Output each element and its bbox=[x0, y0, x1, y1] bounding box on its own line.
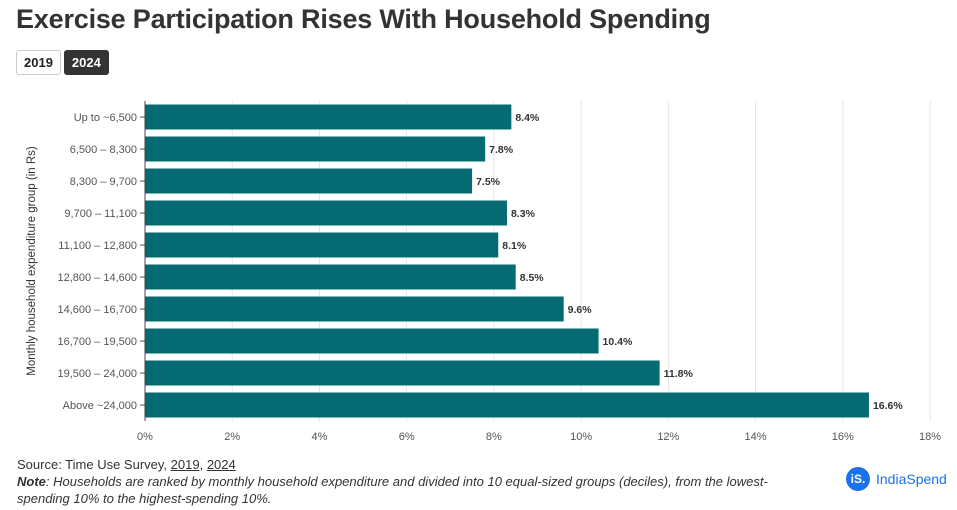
logo-mark-icon: iS. bbox=[846, 467, 870, 491]
data-label: 8.3% bbox=[511, 208, 536, 220]
x-tick-label: 8% bbox=[486, 431, 502, 443]
note-text: : Households are ranked by monthly house… bbox=[17, 474, 768, 506]
y-tick-label: 11,100 – 12,800 bbox=[58, 240, 137, 252]
y-tick-label: Up to ~6,500 bbox=[74, 112, 137, 124]
bar bbox=[145, 328, 599, 354]
page-title: Exercise Participation Rises With Househ… bbox=[16, 4, 711, 34]
bar bbox=[145, 168, 473, 194]
bar bbox=[145, 104, 512, 130]
y-tick-label: 14,600 – 16,700 bbox=[57, 304, 137, 316]
bar bbox=[145, 264, 516, 290]
indiaspend-logo[interactable]: iS. IndiaSpend bbox=[846, 467, 947, 491]
source-sep: , bbox=[199, 457, 207, 472]
x-tick-label: 0% bbox=[137, 431, 153, 443]
y-tick-label: 9,700 – 11,100 bbox=[64, 208, 137, 220]
data-label: 9.6% bbox=[568, 304, 593, 316]
bar bbox=[145, 200, 507, 226]
bar bbox=[145, 360, 660, 386]
y-tick-label: 8,300 – 9,700 bbox=[70, 176, 137, 188]
data-label: 8.1% bbox=[502, 240, 527, 252]
data-label: 7.8% bbox=[489, 144, 514, 156]
x-tick-label: 16% bbox=[832, 431, 854, 443]
footer: Source: Time Use Survey, 2019, 2024 Note… bbox=[17, 456, 817, 507]
year-toggle: 2019 2024 bbox=[16, 50, 109, 75]
y-tick-label: 19,500 – 24,000 bbox=[57, 368, 137, 380]
source-line: Source: Time Use Survey, 2019, 2024 bbox=[17, 456, 817, 473]
y-tick-label: 6,500 – 8,300 bbox=[70, 144, 137, 156]
note-label: Note bbox=[17, 474, 46, 489]
y-tick-label: 16,700 – 19,500 bbox=[57, 336, 137, 348]
bar bbox=[145, 392, 869, 418]
x-tick-label: 6% bbox=[399, 431, 415, 443]
year-2019-button[interactable]: 2019 bbox=[16, 50, 61, 75]
y-tick-label: Above ~24,000 bbox=[63, 400, 137, 412]
data-label: 10.4% bbox=[603, 336, 633, 348]
bar bbox=[145, 136, 486, 162]
data-label: 11.8% bbox=[664, 368, 694, 380]
x-tick-label: 12% bbox=[657, 431, 679, 443]
x-tick-label: 4% bbox=[311, 431, 327, 443]
data-label: 8.4% bbox=[515, 112, 540, 124]
source-text: Source: Time Use Survey, bbox=[17, 457, 171, 472]
data-label: 16.6% bbox=[873, 400, 903, 412]
x-tick-label: 2% bbox=[224, 431, 240, 443]
logo-name: IndiaSpend bbox=[876, 471, 947, 487]
source-link-2024[interactable]: 2024 bbox=[206, 457, 236, 472]
data-label: 8.5% bbox=[520, 272, 545, 284]
bar bbox=[145, 232, 499, 258]
x-tick-label: 10% bbox=[570, 431, 592, 443]
x-tick-label: 18% bbox=[919, 431, 941, 443]
x-tick-label: 14% bbox=[745, 431, 767, 443]
bar-chart: 0% 2% 4% 6% 8% 10% 12% 14% 16% 18% Up to ~6,500 8.4… bbox=[26, 101, 941, 443]
source-link-2019[interactable]: 2019 bbox=[170, 457, 200, 472]
data-label: 7.5% bbox=[476, 176, 501, 188]
y-axis-title: Monthly household expenditure group (in … bbox=[26, 146, 38, 376]
bar bbox=[145, 296, 564, 322]
note: Note: Households are ranked by monthly h… bbox=[17, 473, 817, 507]
year-2024-button[interactable]: 2024 bbox=[63, 50, 109, 75]
y-tick-label: 12,800 – 14,600 bbox=[57, 272, 137, 284]
